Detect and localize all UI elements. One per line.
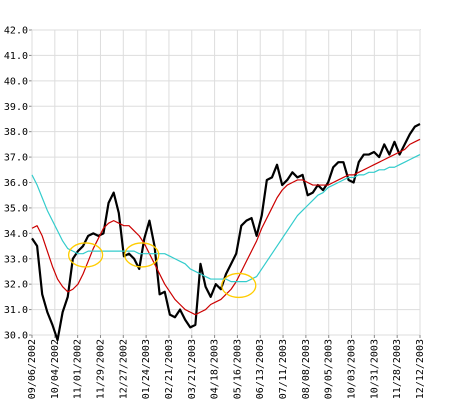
- x-tick-label: 10/31/2003: [369, 339, 380, 399]
- x-tick-label: 01/24/2003: [141, 339, 152, 399]
- x-tick-label: 11/29/2002: [95, 339, 106, 399]
- y-tick-label: 32.0: [4, 280, 28, 291]
- x-tick-label: 08/08/2003: [301, 339, 312, 399]
- x-tick-label: 10/04/2002: [50, 339, 61, 399]
- crossover-highlight-ellipse: [221, 272, 257, 299]
- x-tick-label: 04/18/2003: [210, 339, 221, 399]
- y-tick-label: 38.0: [4, 127, 28, 138]
- y-tick-label: 34.0: [4, 229, 28, 240]
- x-tick-label: 07/11/2003: [278, 339, 289, 399]
- crossover-highlight-ellipse: [67, 242, 104, 268]
- moving-average-long-line: [31, 154, 421, 283]
- x-tick-label: 09/05/2003: [324, 339, 335, 399]
- y-tick-label: 39.0: [4, 102, 28, 113]
- x-tick-label: 11/28/2003: [392, 339, 403, 399]
- x-axis-labels: 09/06/2002 10/04/2002 11/01/2002 11/29/2002…: [27, 339, 426, 399]
- y-tick-label: 41.0: [4, 51, 28, 62]
- y-tick-label: 42.0: [4, 26, 28, 37]
- y-tick-label: 35.0: [4, 203, 28, 214]
- grid: [29, 29, 421, 338]
- series-group: [31, 123, 421, 342]
- y-tick-label: 37.0: [4, 153, 28, 164]
- y-tick-label: 40.0: [4, 76, 28, 87]
- y-axis-labels: 30.0 31.0 32.0 33.0 34.0 35.0 36.0 37.0 38.0 39.0…: [4, 26, 28, 342]
- x-tick-label: 12/27/2002: [118, 339, 129, 399]
- y-tick-label: 31.0: [4, 305, 28, 316]
- x-tick-label: 06/13/2003: [255, 339, 266, 399]
- price-series-line: [31, 123, 421, 342]
- x-tick-label: 11/01/2002: [73, 339, 84, 399]
- crossover-highlight-ellipse: [124, 242, 160, 268]
- annotation-group: [67, 242, 257, 299]
- x-tick-label: 12/12/2003: [415, 339, 426, 399]
- y-tick-label: 36.0: [4, 178, 28, 189]
- x-tick-label: 02/21/2003: [164, 339, 175, 399]
- moving-average-short-line: [31, 138, 421, 316]
- x-tick-label: 05/16/2003: [232, 339, 243, 399]
- x-tick-label: 09/06/2002: [27, 339, 38, 399]
- y-tick-label: 33.0: [4, 254, 28, 265]
- x-tick-label: 03/21/2003: [187, 339, 198, 399]
- y-tick-label: 30.0: [4, 331, 28, 342]
- x-tick-label: 10/03/2003: [347, 339, 358, 399]
